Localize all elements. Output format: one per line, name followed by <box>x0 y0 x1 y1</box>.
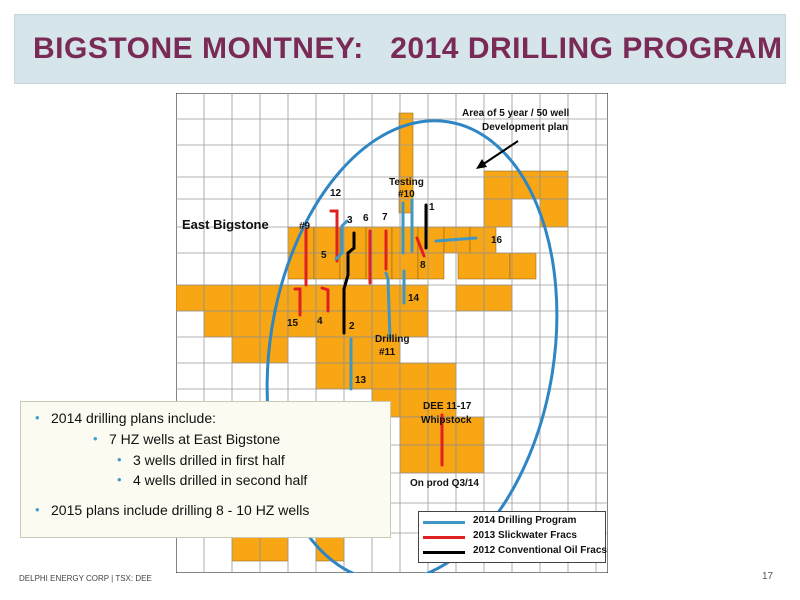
well-12 <box>329 209 339 263</box>
land-parcel <box>315 284 345 312</box>
land-parcel <box>483 198 513 228</box>
legend-swatch-blue <box>423 521 465 524</box>
area-name: East Bigstone <box>182 217 269 232</box>
label-w10: #10 <box>398 189 415 200</box>
legend-item: 2012 Conventional Oil Fracs <box>423 545 607 559</box>
label-onprod: On prod Q3/14 <box>410 478 479 489</box>
land-parcel <box>371 362 401 390</box>
label-w11: #11 <box>379 347 396 358</box>
land-parcel <box>315 362 345 390</box>
callout-arrow <box>481 140 519 166</box>
land-parcel <box>399 444 429 474</box>
label-w12: 12 <box>330 188 342 199</box>
land-parcel <box>203 284 233 312</box>
land-parcel <box>371 336 401 364</box>
well-3 <box>342 231 356 335</box>
label-w16: 16 <box>491 235 503 246</box>
callout-text-2: Development plan <box>482 122 568 133</box>
label-w8: 8 <box>420 260 426 271</box>
label-testing: Testing <box>389 177 424 188</box>
callout-text-1: Area of 5 year / 50 well <box>462 108 570 119</box>
label-w1: 1 <box>429 202 435 213</box>
land-parcel <box>231 284 261 312</box>
land-parcel <box>231 310 261 338</box>
bullet-1: 2014 drilling plans include: <box>35 410 216 426</box>
land-parcel <box>259 336 289 364</box>
well-11 <box>384 271 392 340</box>
legend-swatch-black <box>423 551 465 554</box>
land-parcel <box>371 284 401 312</box>
label-w6: 6 <box>363 213 369 224</box>
land-parcel <box>231 336 261 364</box>
label-w5: 5 <box>321 250 327 261</box>
bullet-4: 4 wells drilled in second half <box>117 472 307 488</box>
land-parcel <box>455 284 485 312</box>
bullet-3: 3 wells drilled in first half <box>117 452 285 468</box>
footer-company: DELPHI ENERGY CORP | TSX: DEE <box>19 574 152 583</box>
page-number: 17 <box>762 571 774 582</box>
label-w9: #9 <box>299 221 311 232</box>
label-dee: DEE 11-17 <box>423 401 472 412</box>
land-parcel <box>483 284 513 312</box>
label-w13: 13 <box>355 375 367 386</box>
land-parcel <box>483 170 513 200</box>
land-parcel <box>343 284 373 312</box>
land-parcel <box>371 310 401 338</box>
slide-title: BIGSTONE MONTNEY: 2014 DRILLING PROGRAM <box>33 32 783 65</box>
label-w7: 7 <box>382 212 388 223</box>
well-8 <box>415 236 426 258</box>
development-area-ellipse <box>265 119 559 573</box>
legend-swatch-red <box>423 536 465 539</box>
legend-label: 2014 Drilling Program <box>473 515 577 526</box>
well-16 <box>434 236 478 243</box>
land-parcel <box>259 284 289 312</box>
land-parcel <box>539 170 569 200</box>
wells <box>293 198 478 467</box>
land-parcel <box>176 284 205 312</box>
label-w3: 3 <box>347 215 353 226</box>
land-parcel <box>287 284 317 312</box>
land-parcel <box>391 226 419 254</box>
land-parcel <box>483 252 511 280</box>
map-legend: 2014 Drilling Program 2013 Slickwater Fr… <box>418 511 607 563</box>
land-parcel <box>399 388 429 418</box>
land-parcel <box>457 252 485 280</box>
legend-label: 2012 Conventional Oil Fracs <box>473 545 607 556</box>
bullet-2: 7 HZ wells at East Bigstone <box>93 431 280 447</box>
label-w4: 4 <box>317 316 323 327</box>
bullet-5: 2015 plans include drilling 8 - 10 HZ we… <box>35 502 309 518</box>
land-parcel <box>509 252 537 280</box>
legend-label: 2013 Slickwater Fracs <box>473 530 577 541</box>
label-w2: 2 <box>349 321 355 332</box>
label-whipstock: Whipstock <box>421 415 472 426</box>
well-5 <box>334 219 349 261</box>
well-15 <box>293 287 302 317</box>
land-parcel <box>315 336 345 364</box>
land-parcel <box>343 362 373 390</box>
land-parcel <box>455 416 485 446</box>
callout-arrowhead <box>476 159 487 169</box>
legend-item: 2013 Slickwater Fracs <box>423 530 603 544</box>
land-parcel <box>455 444 485 474</box>
land-parcel <box>343 336 373 364</box>
land-parcel <box>315 310 345 338</box>
land-parcel <box>427 362 457 390</box>
legend-item: 2014 Drilling Program <box>423 515 603 529</box>
well-4 <box>320 286 330 313</box>
label-w14: 14 <box>408 293 420 304</box>
title-bar: BIGSTONE MONTNEY: 2014 DRILLING PROGRAM <box>14 14 786 84</box>
label-drilling: Drilling <box>375 334 409 345</box>
land-parcel <box>417 252 445 280</box>
label-w15: 15 <box>287 318 299 329</box>
land-parcel <box>203 310 233 338</box>
land-parcel <box>399 362 429 390</box>
bullet-box: 2014 drilling plans include: 7 HZ wells … <box>20 401 391 538</box>
